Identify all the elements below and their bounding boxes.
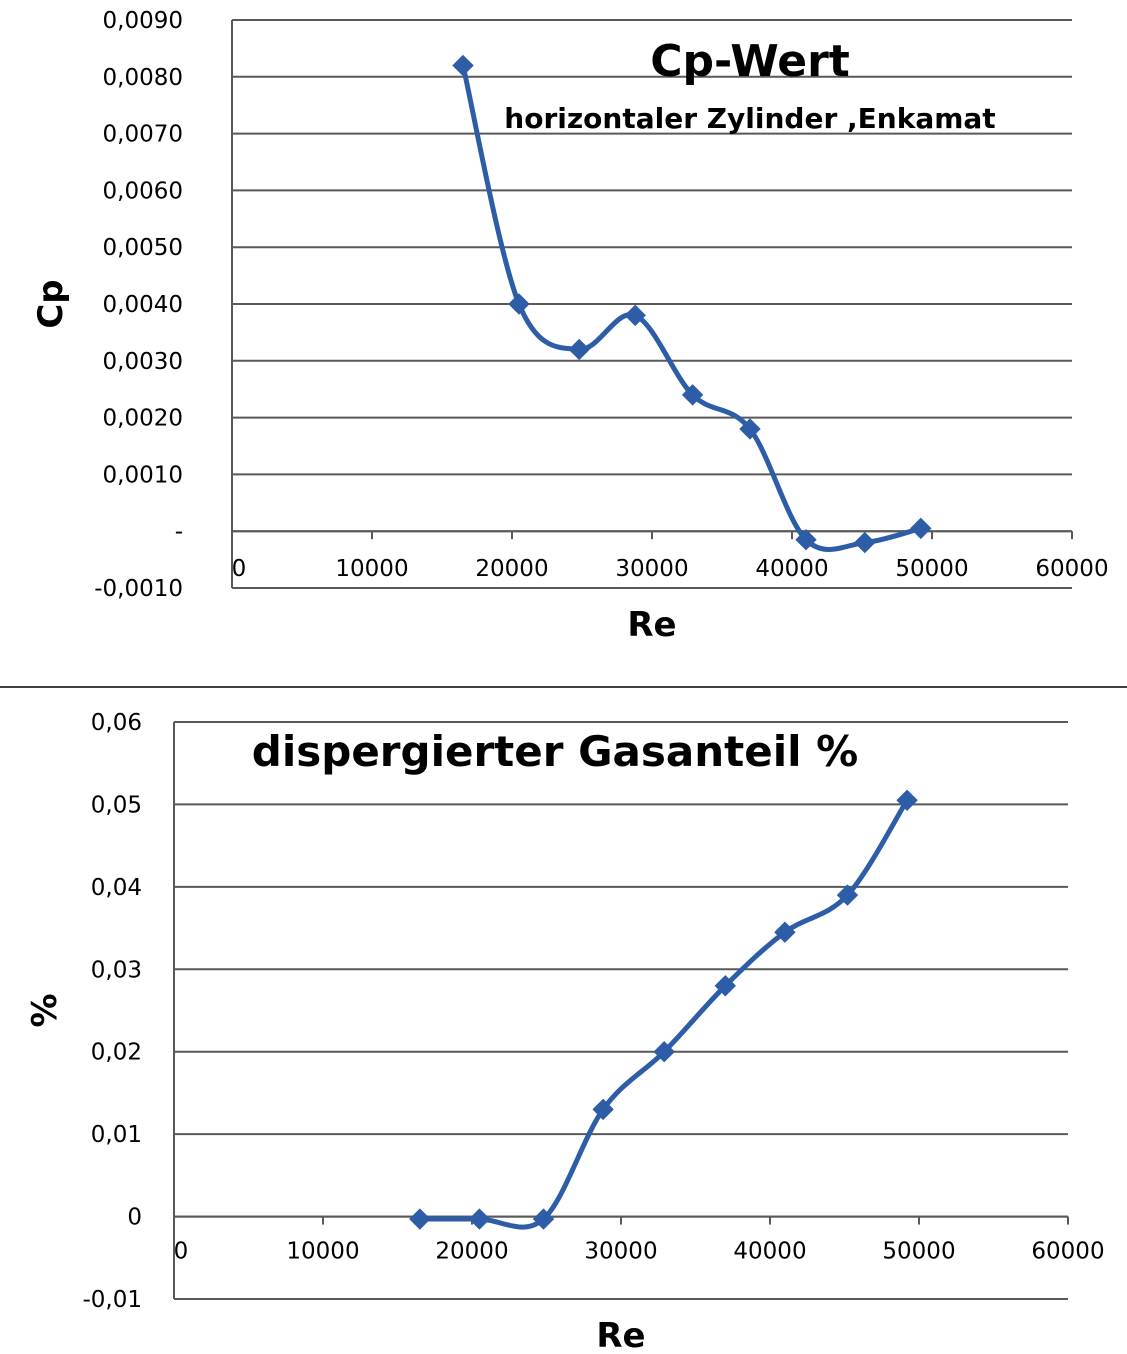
y-tick-label: 0,0090 (103, 8, 183, 34)
chart-title: Cp-Wert (650, 36, 850, 87)
y-tick-label: - (175, 519, 183, 545)
x-tick-label: 60000 (1031, 1239, 1104, 1265)
x-axis-label: Re (627, 605, 676, 645)
data-point (568, 338, 590, 361)
y-tick-label: 0,04 (91, 875, 142, 901)
y-tick-label: 0,0050 (103, 235, 183, 261)
x-tick-label: 30000 (615, 556, 688, 582)
chart-title: dispergierter Gasanteil % (252, 727, 858, 776)
data-point (795, 529, 817, 551)
series-line (417, 797, 910, 1230)
y-tick-label: -0,01 (82, 1287, 142, 1313)
y-axis-label: Cp (31, 279, 71, 328)
y-tick-label: 0,02 (91, 1040, 142, 1066)
data-point (896, 789, 918, 812)
x-tick-label: 50000 (895, 556, 968, 582)
data-point (774, 921, 796, 943)
y-tick-label: 0,0030 (103, 349, 183, 375)
data-point (836, 884, 859, 906)
y-tick-label: 0,0070 (103, 122, 183, 148)
chart-subtitle: horizontaler Zylinder ,Enkamat (504, 102, 995, 135)
data-point (624, 304, 646, 327)
y-tick-label: 0,03 (91, 957, 142, 983)
data-point (910, 517, 932, 540)
chart-cp-wert: 0,0090 0,0080 0,0070 0,0060 0,0050 0,0040 0,00… (31, 8, 1109, 645)
y-tick-label: 0,0010 (103, 462, 183, 488)
x-tick-label: 20000 (475, 556, 548, 582)
x-tick-label: 0 (174, 1239, 189, 1265)
data-point (739, 418, 761, 440)
x-tick-label: 50000 (882, 1239, 955, 1265)
x-tick-label: 0 (232, 556, 247, 582)
data-point (409, 1208, 431, 1230)
data-point (653, 1041, 675, 1063)
y-tick-label: -0,0010 (94, 576, 183, 602)
series-line (460, 62, 924, 552)
y-tick-label: 0,0060 (103, 178, 183, 204)
y-tick-label: 0,06 (91, 710, 142, 736)
data-point (468, 1208, 491, 1230)
chart-gasanteil: 0,06 0,05 0,04 0,03 0,02 0,01 0 -0,01 0 10000 2000… (25, 710, 1105, 1354)
x-tick-label: 40000 (733, 1239, 806, 1265)
data-point (854, 531, 876, 554)
x-tick-label: 40000 (755, 556, 828, 582)
y-tick-label: 0,0040 (103, 292, 183, 318)
data-point (532, 1208, 555, 1230)
x-tick-label: 10000 (335, 556, 408, 582)
data-point (452, 54, 474, 77)
y-axis-label: % (25, 993, 65, 1027)
y-tick-label: 0 (127, 1205, 142, 1231)
y-tick-label: 0,0080 (103, 65, 183, 91)
data-point (681, 384, 704, 406)
data-point (714, 975, 737, 997)
y-tick-label: 0,01 (91, 1122, 142, 1148)
x-tick-label: 30000 (584, 1239, 657, 1265)
data-point (592, 1098, 614, 1121)
data-point (508, 293, 530, 315)
y-tick-label: 0,0020 (103, 406, 183, 432)
x-tick-label: 10000 (286, 1239, 359, 1265)
x-tick-label: 20000 (435, 1239, 508, 1265)
x-tick-label: 60000 (1035, 556, 1108, 582)
y-tick-label: 0,05 (91, 792, 142, 818)
x-axis-label: Re (596, 1316, 645, 1354)
